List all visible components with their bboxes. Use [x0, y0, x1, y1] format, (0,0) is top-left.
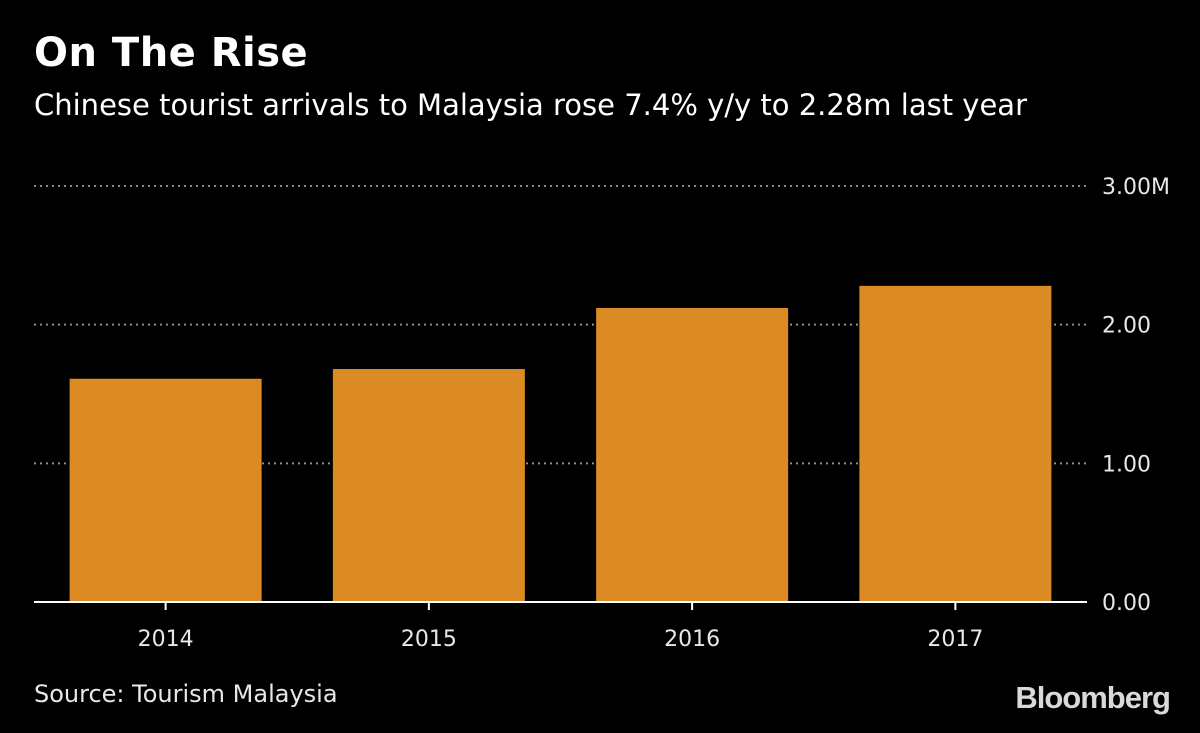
y-tick-label: 2.00	[1102, 314, 1151, 339]
x-tick-label: 2017	[927, 627, 983, 652]
bar	[332, 369, 525, 602]
bar	[859, 285, 1052, 602]
chart-title: On The Rise	[34, 30, 309, 76]
source-note: Source: Tourism Malaysia	[34, 680, 338, 708]
x-tick-label: 2015	[401, 627, 457, 652]
y-tick-label: 1.00	[1102, 452, 1151, 477]
bar	[69, 378, 262, 602]
y-tick-label: 0.00	[1102, 591, 1151, 616]
chart-subtitle: Chinese tourist arrivals to Malaysia ros…	[34, 88, 1027, 122]
x-tick-label: 2014	[138, 627, 194, 652]
bloomberg-logo: Bloomberg	[1015, 680, 1171, 715]
bar	[596, 308, 789, 602]
y-tick-label: 3.00M	[1102, 175, 1170, 200]
x-tick-label: 2016	[664, 627, 720, 652]
